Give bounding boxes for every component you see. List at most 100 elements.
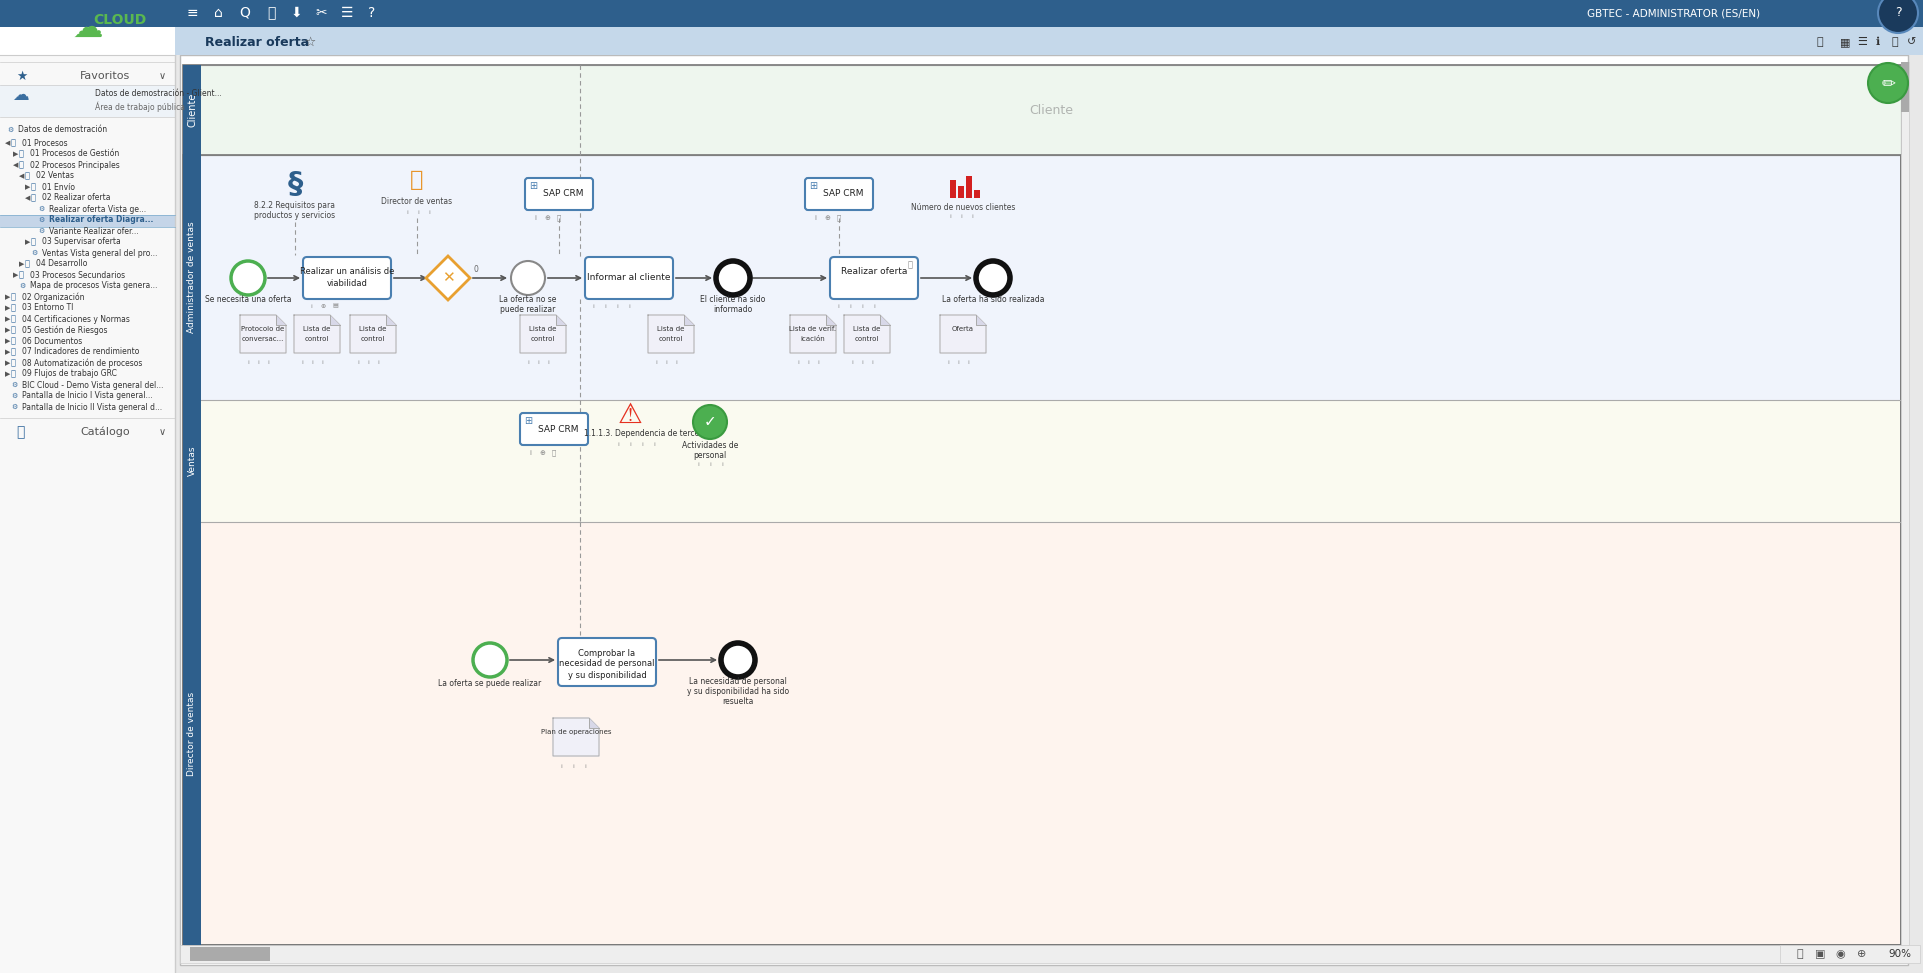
Text: resuelta: resuelta — [723, 698, 754, 706]
Text: Lista de: Lista de — [360, 326, 387, 332]
Text: control: control — [362, 336, 385, 342]
Text: Q: Q — [240, 6, 250, 20]
Text: ⚙: ⚙ — [38, 228, 44, 234]
Text: La oferta no se: La oferta no se — [500, 296, 556, 305]
Bar — [183, 400, 202, 522]
Text: Lista de: Lista de — [854, 326, 881, 332]
Text: 03 Supervisar oferta: 03 Supervisar oferta — [42, 237, 121, 246]
Text: ⚙: ⚙ — [38, 206, 44, 212]
Text: ⚙: ⚙ — [19, 283, 25, 289]
Text: Número de nuevos clientes: Número de nuevos clientes — [912, 203, 1015, 212]
Polygon shape — [648, 315, 694, 353]
Text: ⊕: ⊕ — [825, 215, 831, 221]
FancyBboxPatch shape — [525, 178, 592, 210]
Polygon shape — [790, 315, 837, 353]
Text: Protocolo de: Protocolo de — [242, 326, 285, 332]
Circle shape — [231, 261, 265, 295]
Text: 📁: 📁 — [31, 183, 37, 192]
Text: ⛶: ⛶ — [1796, 949, 1804, 959]
Text: ▦: ▦ — [1840, 37, 1850, 47]
Text: productos y servicios: productos y servicios — [254, 210, 335, 220]
Circle shape — [1867, 63, 1908, 103]
Text: 📁: 📁 — [12, 293, 15, 302]
Text: Director de ventas: Director de ventas — [188, 692, 196, 775]
Text: control: control — [306, 336, 329, 342]
Text: ↺: ↺ — [1908, 37, 1917, 47]
Bar — [183, 65, 202, 155]
Text: ▣: ▣ — [1815, 949, 1825, 959]
Text: 09 Flujos de trabajo GRC: 09 Flujos de trabajo GRC — [21, 370, 117, 378]
Text: ◀: ◀ — [13, 162, 19, 168]
Text: ⊕: ⊕ — [538, 450, 544, 456]
Bar — [975, 190, 981, 198]
Text: SAP CRM: SAP CRM — [823, 190, 863, 198]
Text: ⬇: ⬇ — [290, 6, 302, 20]
Text: Lista de: Lista de — [658, 326, 685, 332]
Text: Comprobar la: Comprobar la — [579, 648, 637, 658]
FancyBboxPatch shape — [304, 257, 390, 299]
Text: 📁: 📁 — [25, 171, 31, 181]
Bar — [183, 522, 202, 945]
Text: Plan de operaciones: Plan de operaciones — [540, 729, 612, 735]
Bar — [0, 0, 1923, 27]
Text: ⎙: ⎙ — [267, 6, 275, 20]
Text: Se necesita una oferta: Se necesita una oferta — [204, 296, 290, 305]
Text: 📁: 📁 — [19, 150, 23, 159]
Text: ◀: ◀ — [6, 140, 10, 146]
Polygon shape — [588, 718, 598, 728]
Text: CLOUD: CLOUD — [94, 13, 146, 27]
Text: El cliente ha sido: El cliente ha sido — [700, 296, 765, 305]
Bar — [183, 65, 1902, 945]
Text: 04 Certificaciones y Normas: 04 Certificaciones y Normas — [21, 314, 131, 323]
Bar — [183, 155, 1902, 945]
Circle shape — [715, 261, 750, 295]
Text: 1.1.1.3. Dependencia de terceros: 1.1.1.3. Dependencia de terceros — [585, 428, 712, 438]
Text: Datos de demostración - Glient...: Datos de demostración - Glient... — [94, 89, 221, 97]
Text: ◉: ◉ — [1835, 949, 1844, 959]
Text: Cliente: Cliente — [1029, 103, 1073, 117]
Text: Actividades de: Actividades de — [683, 441, 738, 450]
Text: personal: personal — [694, 450, 727, 459]
Bar — [190, 947, 269, 961]
Text: viabilidad: viabilidad — [327, 279, 367, 289]
Text: §: § — [287, 170, 302, 199]
FancyBboxPatch shape — [519, 413, 588, 445]
Bar — [183, 155, 202, 400]
Text: 03 Entorno TI: 03 Entorno TI — [21, 304, 73, 312]
Text: ∨: ∨ — [158, 427, 165, 437]
Text: ⚙: ⚙ — [31, 250, 37, 256]
Bar — [1781, 945, 1919, 963]
Text: 📁: 📁 — [12, 347, 15, 356]
Bar — [0, 0, 175, 973]
Text: ⚙: ⚙ — [38, 217, 44, 223]
Circle shape — [1879, 0, 1917, 33]
Text: 01 Procesos: 01 Procesos — [21, 138, 67, 148]
Text: 📁: 📁 — [19, 161, 23, 169]
Text: 📁: 📁 — [31, 237, 37, 246]
Text: Informar al cliente: Informar al cliente — [587, 273, 671, 282]
Text: i: i — [813, 215, 815, 221]
Circle shape — [721, 643, 756, 677]
Text: Realizar oferta Vista ge...: Realizar oferta Vista ge... — [48, 204, 146, 213]
Text: Lista de verif.: Lista de verif. — [790, 326, 837, 332]
Text: ?: ? — [369, 6, 375, 20]
Text: SAP CRM: SAP CRM — [538, 424, 579, 434]
Bar — [965, 176, 971, 198]
Text: 📁: 📁 — [19, 270, 23, 279]
Polygon shape — [844, 315, 890, 353]
Text: 📁: 📁 — [12, 370, 15, 378]
Text: 👥: 👥 — [1817, 37, 1823, 47]
Text: 📁: 📁 — [12, 314, 15, 323]
Text: Director de ventas: Director de ventas — [381, 198, 452, 206]
Polygon shape — [977, 315, 986, 325]
Text: ∨: ∨ — [158, 71, 165, 81]
Text: ☰: ☰ — [1858, 37, 1867, 47]
FancyBboxPatch shape — [806, 178, 873, 210]
Text: Lista de: Lista de — [529, 326, 556, 332]
FancyBboxPatch shape — [831, 257, 917, 299]
Polygon shape — [277, 315, 287, 325]
Circle shape — [512, 261, 544, 295]
Text: Oferta: Oferta — [952, 326, 975, 332]
Polygon shape — [387, 315, 396, 325]
Polygon shape — [556, 315, 565, 325]
